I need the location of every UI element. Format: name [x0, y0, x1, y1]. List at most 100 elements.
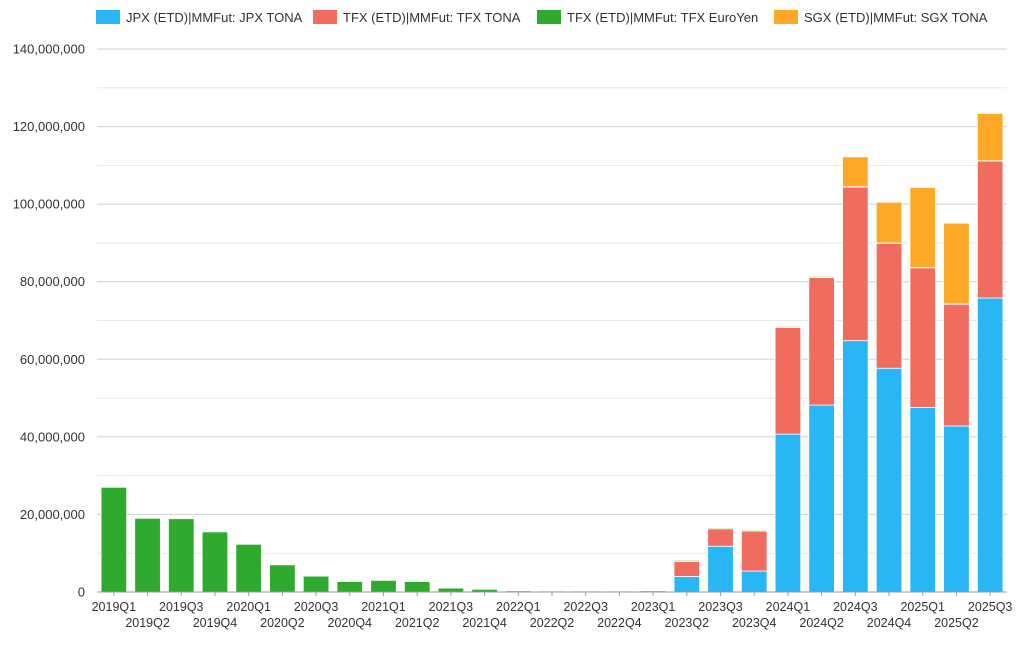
bar-stack-2024Q2[interactable]: [808, 276, 835, 593]
bar-stack-2019Q1[interactable]: [100, 486, 128, 593]
bar-segment-sgx-2025Q3[interactable]: [976, 112, 1004, 162]
x-tick-label: 2024Q1: [766, 600, 811, 614]
x-tick-label: 2021Q2: [395, 616, 440, 630]
bar-segment-tfx_tona-2023Q2[interactable]: [673, 560, 701, 577]
x-tick-label: 2021Q4: [462, 616, 507, 630]
x-tick-label: 2021Q1: [361, 600, 406, 614]
bar-segment-tfx_euroyen-2020Q1[interactable]: [235, 543, 262, 593]
bar-segment-tfx_tona-2025Q2[interactable]: [943, 303, 970, 427]
bar-segment-jpx-2025Q1[interactable]: [909, 406, 936, 593]
legend-item-tfx-euroyen[interactable]: TFX (ETD)|MMFut: TFX EuroYen: [537, 10, 758, 25]
bar-segment-tfx_euroyen-2021Q3[interactable]: [437, 587, 465, 593]
x-tick-label: 2021Q3: [429, 600, 474, 614]
bar-segment-tfx_tona-2024Q1[interactable]: [774, 327, 802, 435]
legend-swatch-tfx-euroyen: [537, 10, 561, 24]
bar-stack-2020Q1[interactable]: [235, 543, 262, 593]
bar-segment-tfx_euroyen-2021Q2[interactable]: [403, 581, 431, 593]
legend-label-tfx-tona: TFX (ETD)|MMFut: TFX TONA: [343, 10, 521, 25]
bar-segment-tfx_tona-2025Q3[interactable]: [976, 160, 1004, 299]
bar-stack-2023Q2[interactable]: [673, 559, 701, 593]
bar-segment-jpx-2024Q3[interactable]: [842, 340, 869, 593]
bar-stack-2023Q3[interactable]: [707, 527, 734, 593]
bar-stack-2020Q4[interactable]: [336, 581, 363, 593]
x-tick-label: 2023Q1: [631, 600, 676, 614]
x-tick-label: 2022Q2: [530, 616, 575, 630]
bar-segment-tfx_euroyen-2019Q3[interactable]: [168, 518, 195, 593]
bar-stack-2019Q3[interactable]: [168, 518, 195, 593]
legend-label-jpx-tona: JPX (ETD)|MMFut: JPX TONA: [126, 10, 303, 25]
bar-segment-tfx_euroyen-2024Q1[interactable]: [774, 326, 802, 328]
bar-stack-2020Q2[interactable]: [269, 564, 296, 593]
bar-stack-2024Q1[interactable]: [774, 326, 802, 593]
bar-segment-tfx_tona-2025Q1[interactable]: [909, 267, 936, 408]
legend-item-sgx-tona[interactable]: SGX (ETD)|MMFut: SGX TONA: [774, 10, 988, 25]
y-tick-label: 120,000,000: [13, 119, 85, 134]
legend-label-tfx-euroyen: TFX (ETD)|MMFut: TFX EuroYen: [567, 10, 758, 25]
bar-segment-jpx-2025Q3[interactable]: [976, 297, 1004, 593]
bar-segment-jpx-2024Q1[interactable]: [774, 433, 802, 593]
bar-stack-2021Q3[interactable]: [437, 587, 465, 593]
y-tick-label: 100,000,000: [13, 197, 85, 212]
x-tick-label: 2019Q1: [92, 600, 137, 614]
x-tick-label: 2024Q4: [867, 616, 912, 630]
x-axis-ticks: 2019Q1 2019Q2 2019Q3 2019Q4 2020Q1 2020Q2 2020…: [92, 592, 1013, 630]
x-tick-label: 2022Q3: [563, 600, 608, 614]
x-tick-label: 2020Q2: [260, 616, 305, 630]
x-tick-label: 2019Q3: [159, 600, 204, 614]
bar-segment-tfx_tona-2024Q4[interactable]: [875, 242, 903, 369]
bar-segment-jpx-2023Q2[interactable]: [673, 576, 701, 593]
x-tick-label: 2023Q4: [732, 616, 777, 630]
bar-segment-tfx_euroyen-2020Q2[interactable]: [269, 564, 296, 593]
bar-stack-2025Q2[interactable]: [943, 222, 970, 593]
x-tick-label: 2020Q4: [328, 616, 373, 630]
bar-segment-jpx-2023Q4[interactable]: [741, 570, 768, 593]
y-tick-label: 40,000,000: [20, 429, 85, 444]
bar-stack-2019Q2[interactable]: [134, 517, 161, 593]
bar-segment-jpx-2025Q2[interactable]: [943, 425, 970, 593]
bar-segment-tfx_euroyen-2023Q4[interactable]: [741, 529, 768, 532]
bar-segment-tfx_euroyen-2019Q4[interactable]: [201, 531, 229, 593]
x-tick-label: 2025Q3: [968, 600, 1013, 614]
bar-segment-sgx-2025Q1[interactable]: [909, 187, 936, 268]
bar-stack-2025Q1[interactable]: [909, 187, 936, 593]
bar-segment-tfx_euroyen-2023Q2[interactable]: [673, 559, 701, 562]
x-tick-label: 2025Q2: [934, 616, 979, 630]
x-tick-label: 2020Q1: [226, 600, 271, 614]
x-tick-label: 2024Q3: [833, 600, 878, 614]
gridlines: [97, 48, 1007, 554]
bar-stack-2024Q3[interactable]: [842, 156, 869, 593]
bar-segment-tfx_euroyen-2023Q3[interactable]: [707, 527, 734, 530]
bar-segment-tfx_euroyen-2020Q4[interactable]: [336, 581, 363, 593]
x-tick-label: 2019Q2: [125, 616, 170, 630]
bar-stack-2019Q4[interactable]: [201, 531, 229, 593]
bar-segment-tfx_euroyen-2021Q1[interactable]: [370, 579, 397, 593]
bar-segment-sgx-2024Q3[interactable]: [842, 156, 869, 188]
x-tick-label: 2024Q2: [799, 616, 844, 630]
bar-stack-2021Q1[interactable]: [370, 579, 397, 593]
bar-stack-2020Q3[interactable]: [302, 575, 330, 593]
bar-segment-tfx_euroyen-2019Q1[interactable]: [100, 486, 128, 593]
legend-swatch-jpx-tona: [96, 10, 120, 24]
bar-segment-tfx_euroyen-2024Q2[interactable]: [808, 276, 835, 278]
legend-item-tfx-tona[interactable]: TFX (ETD)|MMFut: TFX TONA: [313, 10, 521, 25]
bar-segment-tfx_euroyen-2019Q2[interactable]: [134, 517, 161, 593]
bar-segment-tfx_tona-2024Q2[interactable]: [808, 277, 835, 406]
bar-segment-jpx-2024Q4[interactable]: [875, 367, 903, 593]
bar-stack-2024Q4[interactable]: [875, 201, 903, 593]
bar-segment-sgx-2024Q4[interactable]: [875, 201, 903, 244]
bar-segment-tfx_tona-2023Q4[interactable]: [741, 530, 768, 572]
bar-stack-2021Q2[interactable]: [403, 581, 431, 593]
x-tick-label: 2020Q3: [294, 600, 339, 614]
bar-segment-jpx-2023Q3[interactable]: [707, 545, 734, 593]
y-tick-label: 80,000,000: [20, 274, 85, 289]
bar-segment-jpx-2024Q2[interactable]: [808, 404, 835, 593]
bar-stack-2025Q3[interactable]: [976, 112, 1004, 593]
x-tick-label: 2023Q3: [698, 600, 743, 614]
bar-segment-sgx-2025Q2[interactable]: [943, 222, 970, 305]
legend-item-jpx-tona[interactable]: JPX (ETD)|MMFut: JPX TONA: [96, 10, 303, 25]
bar-segment-tfx_tona-2024Q3[interactable]: [842, 186, 869, 342]
bar-stack-2023Q4[interactable]: [741, 529, 768, 593]
bar-segment-tfx_euroyen-2020Q3[interactable]: [302, 575, 330, 593]
bar-segment-tfx_tona-2023Q3[interactable]: [707, 528, 734, 547]
